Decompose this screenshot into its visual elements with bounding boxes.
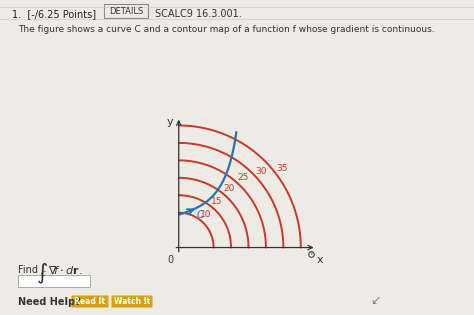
Text: 15: 15 — [211, 197, 223, 206]
Text: y: y — [167, 117, 173, 127]
Text: Need Help?: Need Help? — [18, 297, 81, 307]
Text: $\int$: $\int$ — [36, 262, 48, 286]
Text: 20: 20 — [223, 184, 235, 193]
Text: C: C — [197, 210, 204, 220]
Text: Read It: Read It — [74, 297, 106, 306]
Text: i: i — [310, 251, 312, 256]
Text: x: x — [317, 255, 323, 265]
Text: DETAILS: DETAILS — [109, 7, 143, 15]
Text: Watch It: Watch It — [114, 297, 150, 306]
FancyBboxPatch shape — [111, 295, 153, 307]
Text: 1.  [-/6.25 Points]: 1. [-/6.25 Points] — [12, 9, 96, 19]
Text: 35: 35 — [277, 164, 288, 173]
Text: 25: 25 — [237, 174, 249, 182]
FancyBboxPatch shape — [104, 4, 148, 18]
Text: 30: 30 — [256, 167, 267, 175]
Text: ↙: ↙ — [370, 294, 381, 307]
Text: $\nabla\!f\cdot d\mathbf{r}.$: $\nabla\!f\cdot d\mathbf{r}.$ — [48, 264, 82, 276]
FancyBboxPatch shape — [18, 275, 90, 287]
Text: SCALC9 16.3.001.: SCALC9 16.3.001. — [155, 9, 242, 19]
FancyBboxPatch shape — [72, 295, 109, 307]
Text: 0: 0 — [167, 255, 173, 265]
Text: 10: 10 — [200, 210, 211, 219]
Text: The figure shows a curve C and a contour map of a function f whose gradient is c: The figure shows a curve C and a contour… — [18, 25, 435, 34]
Text: $_C$: $_C$ — [40, 269, 47, 279]
Text: Find: Find — [18, 265, 38, 275]
